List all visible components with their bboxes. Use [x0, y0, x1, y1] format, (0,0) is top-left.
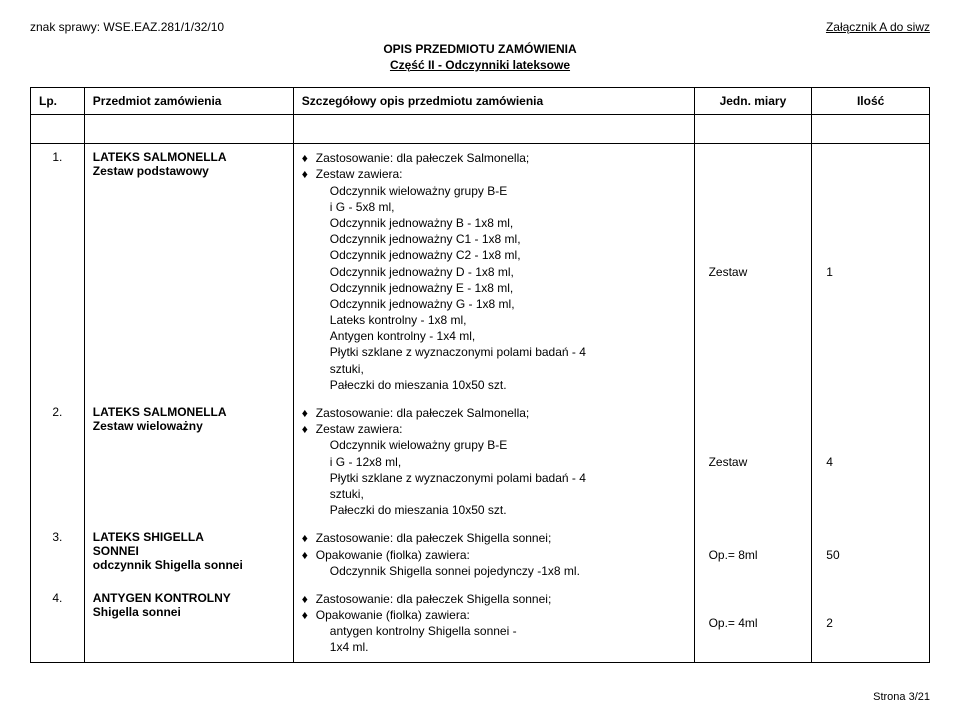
cell-lp: 2.	[31, 399, 85, 524]
table-header-row: Lp. Przedmiot zamówienia Szczegółowy opi…	[31, 88, 930, 115]
table-row: 1.LATEKS SALMONELLAZestaw podstawowy♦Zas…	[31, 144, 930, 399]
desc-subline: sztuki,	[316, 486, 686, 502]
cell-unit: Op.= 8ml	[694, 524, 812, 585]
desc-item: ♦Zastosowanie: dla pałeczek Shigella son…	[302, 530, 686, 546]
cell-unit: Zestaw	[694, 144, 812, 399]
cell-desc: ♦Zastosowanie: dla pałeczek Salmonella;♦…	[293, 144, 694, 399]
desc-subline: Odczynnik wieloważny grupy B-E	[316, 437, 686, 453]
cell-lp: 1.	[31, 144, 85, 399]
cell-qty: 50	[812, 524, 930, 585]
cell-qty: 1	[812, 144, 930, 399]
desc-subline: i G - 12x8 ml,	[316, 454, 686, 470]
desc-item: ♦Zastosowanie: dla pałeczek Shigella son…	[302, 591, 686, 607]
desc-item: ♦Zastosowanie: dla pałeczek Salmonella;	[302, 405, 686, 421]
order-table: Lp. Przedmiot zamówienia Szczegółowy opi…	[30, 87, 930, 662]
desc-subline: Pałeczki do mieszania 10x50 szt.	[316, 377, 686, 393]
desc-subline: Odczynnik wieloważny grupy B-E	[316, 183, 686, 199]
cell-desc: ♦Zastosowanie: dla pałeczek Salmonella;♦…	[293, 399, 694, 524]
page-header: znak sprawy: WSE.EAZ.281/1/32/10 Załączn…	[30, 20, 930, 34]
desc-subline: Antygen kontrolny - 1x4 ml,	[316, 328, 686, 344]
title-line2: Część II - Odczynniki lateksowe	[390, 58, 570, 72]
desc-item: ♦Opakowanie (fiolka) zawiera:antygen kon…	[302, 607, 686, 656]
cell-desc: ♦Zastosowanie: dla pałeczek Shigella son…	[293, 585, 694, 662]
desc-subline: Odczynnik Shigella sonnei pojedynczy -1x…	[316, 563, 686, 579]
desc-subline: sztuki,	[316, 361, 686, 377]
cell-qty: 4	[812, 399, 930, 524]
desc-subline: Płytki szklane z wyznaczonymi polami bad…	[316, 344, 686, 360]
cell-desc: ♦Zastosowanie: dla pałeczek Shigella son…	[293, 524, 694, 585]
desc-subline: Odczynnik jednoważny D - 1x8 ml,	[316, 264, 686, 280]
table-row: 2.LATEKS SALMONELLAZestaw wieloważny♦Zas…	[31, 399, 930, 524]
col-lp: Lp.	[31, 88, 85, 115]
col-name: Przedmiot zamówienia	[84, 88, 293, 115]
spacer-row	[31, 115, 930, 144]
desc-subline: Odczynnik jednoważny G - 1x8 ml,	[316, 296, 686, 312]
table-row: 3.LATEKS SHIGELLASONNEIodczynnik Shigell…	[31, 524, 930, 585]
col-qty: Ilość	[812, 88, 930, 115]
desc-subline: Lateks kontrolny - 1x8 ml,	[316, 312, 686, 328]
title-line1: OPIS PRZEDMIOTU ZAMÓWIENIA	[383, 42, 576, 56]
desc-item: ♦Zastosowanie: dla pałeczek Salmonella;	[302, 150, 686, 166]
page-footer: Strona 3/21	[30, 691, 930, 703]
cell-lp: 4.	[31, 585, 85, 662]
cell-qty: 2	[812, 585, 930, 662]
cell-lp: 3.	[31, 524, 85, 585]
desc-item: ♦Zestaw zawiera:Odczynnik wieloważny gru…	[302, 166, 686, 393]
cell-unit: Zestaw	[694, 399, 812, 524]
desc-subline: Odczynnik jednoważny B - 1x8 ml,	[316, 215, 686, 231]
cell-name: LATEKS SHIGELLASONNEIodczynnik Shigella …	[84, 524, 293, 585]
desc-subline: Pałeczki do mieszania 10x50 szt.	[316, 502, 686, 518]
col-desc: Szczegółowy opis przedmiotu zamówienia	[293, 88, 694, 115]
annex-label: Załącznik A do siwz	[826, 20, 930, 34]
desc-subline: Odczynnik jednoważny C1 - 1x8 ml,	[316, 231, 686, 247]
document-title: OPIS PRZEDMIOTU ZAMÓWIENIA Część II - Od…	[30, 42, 930, 73]
desc-subline: i G - 5x8 ml,	[316, 199, 686, 215]
desc-subline: antygen kontrolny Shigella sonnei -	[316, 623, 686, 639]
desc-item: ♦Opakowanie (fiolka) zawiera:Odczynnik S…	[302, 547, 686, 579]
desc-item: ♦Zestaw zawiera:Odczynnik wieloważny gru…	[302, 421, 686, 518]
col-unit: Jedn. miary	[694, 88, 812, 115]
table-row: 4.ANTYGEN KONTROLNYShigella sonnei ♦Zasto…	[31, 585, 930, 662]
cell-unit: Op.= 4ml	[694, 585, 812, 662]
cell-name: LATEKS SALMONELLAZestaw podstawowy	[84, 144, 293, 399]
cell-name: ANTYGEN KONTROLNYShigella sonnei	[84, 585, 293, 662]
desc-subline: Płytki szklane z wyznaczonymi polami bad…	[316, 470, 686, 486]
desc-subline: 1x4 ml.	[316, 639, 686, 655]
desc-subline: Odczynnik jednoważny E - 1x8 ml,	[316, 280, 686, 296]
cell-name: LATEKS SALMONELLAZestaw wieloważny	[84, 399, 293, 524]
desc-subline: Odczynnik jednoważny C2 - 1x8 ml,	[316, 247, 686, 263]
case-number: znak sprawy: WSE.EAZ.281/1/32/10	[30, 20, 224, 34]
